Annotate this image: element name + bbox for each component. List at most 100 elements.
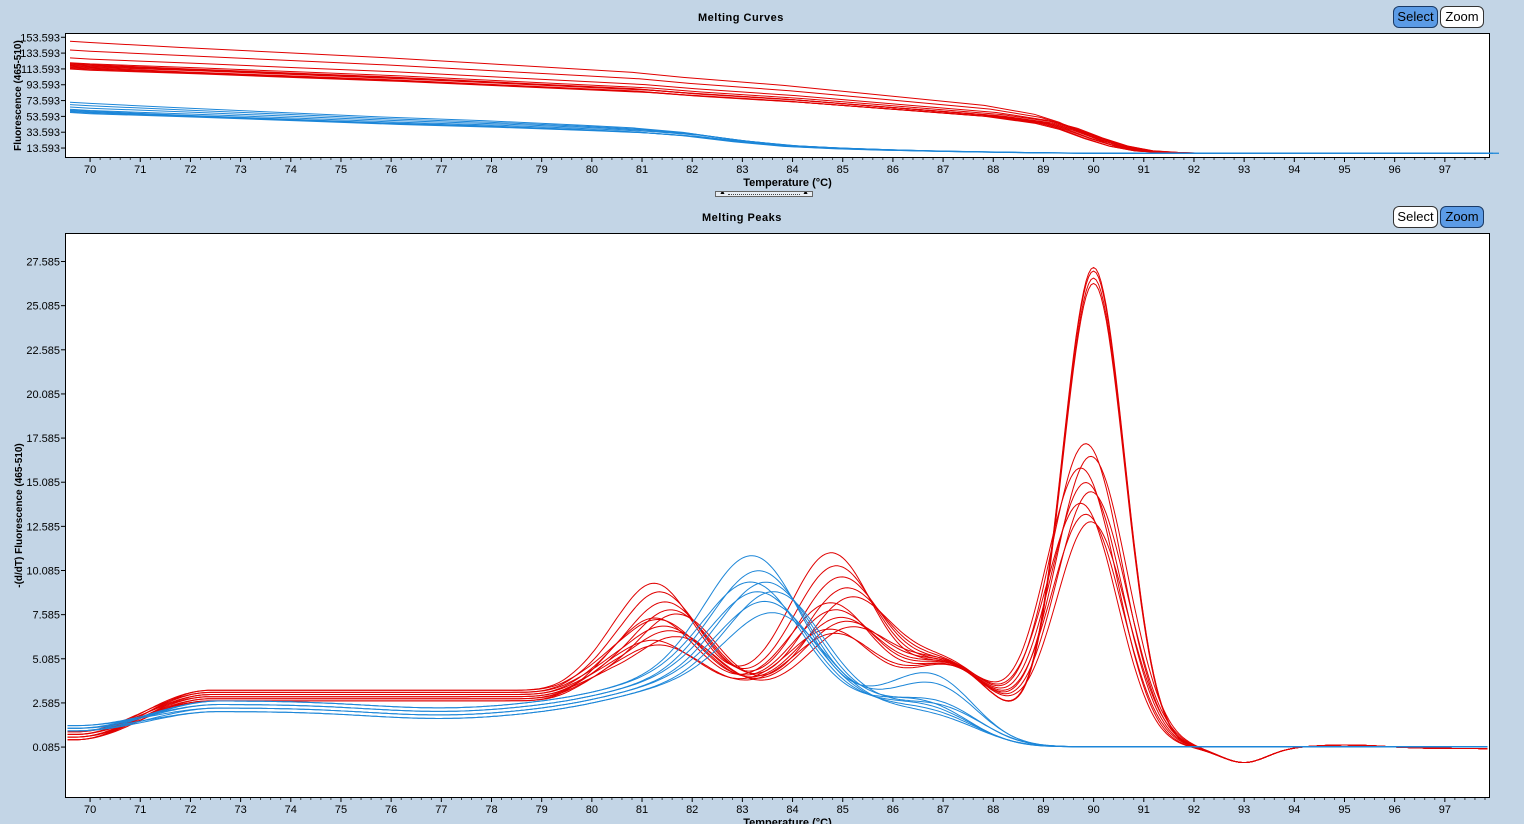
x-tick-label: 92 xyxy=(1188,804,1200,816)
melting-curves-series xyxy=(69,40,1499,154)
top-select-button[interactable]: Select xyxy=(1393,6,1438,28)
x-tick-label: 84 xyxy=(786,804,798,816)
x-tick-label: 77 xyxy=(435,164,447,176)
y-axis-label: Fluorescence (465-510) xyxy=(13,40,24,151)
x-tick-label: 87 xyxy=(937,164,949,176)
y-tick-label: 93.593 xyxy=(26,80,60,92)
y-axis-label: -(d/dT) Fluorescence (465-510) xyxy=(14,443,25,587)
red-melting-peak-curve xyxy=(67,491,1488,764)
y-tick-label: 133.593 xyxy=(20,48,60,60)
x-tick-label: 73 xyxy=(234,804,246,816)
y-tick-label: 7.585 xyxy=(32,610,60,622)
y-tick-label: 153.593 xyxy=(20,32,60,44)
x-tick-label: 83 xyxy=(736,164,748,176)
x-tick-label: 90 xyxy=(1087,804,1099,816)
red-melting-peak-curve xyxy=(67,467,1488,763)
y-tick-label: 33.593 xyxy=(26,127,60,139)
x-tick-label: 91 xyxy=(1138,804,1150,816)
x-tick-label: 90 xyxy=(1087,164,1099,176)
red-melting-peak-curve xyxy=(67,513,1488,764)
x-tick-label: 78 xyxy=(485,164,497,176)
bottom-zoom-button[interactable]: Zoom xyxy=(1440,206,1484,228)
x-tick-label: 96 xyxy=(1389,164,1401,176)
x-tick-label: 88 xyxy=(987,804,999,816)
x-tick-label: 81 xyxy=(636,804,648,816)
y-tick-label: 20.085 xyxy=(26,389,60,401)
x-tick-label: 71 xyxy=(134,164,146,176)
red-melting-curve xyxy=(69,68,1329,154)
y-tick-label: 22.585 xyxy=(26,345,60,357)
blue-melting-peak-curve xyxy=(67,581,1488,748)
x-axis-label: Temperature (°C) xyxy=(743,177,832,189)
blue-melting-curve xyxy=(69,112,1499,154)
x-tick-label: 93 xyxy=(1238,804,1250,816)
red-melting-peak-curve xyxy=(67,443,1488,764)
x-tick-label: 74 xyxy=(285,804,297,816)
blue-melting-peak-curve xyxy=(67,581,1488,748)
x-tick-label: 86 xyxy=(887,164,899,176)
x-tick-label: 85 xyxy=(837,804,849,816)
x-tick-label: 80 xyxy=(586,804,598,816)
red-melting-peak-curve xyxy=(67,521,1488,764)
y-tick-label: 73.593 xyxy=(26,96,60,108)
red-melting-peak-curve xyxy=(67,502,1488,763)
x-tick-label: 72 xyxy=(184,164,196,176)
red-melting-peak-curve xyxy=(67,455,1488,764)
blue-melting-peak-curve xyxy=(67,612,1488,748)
y-tick-label: 113.593 xyxy=(21,64,60,76)
x-tick-label: 76 xyxy=(385,164,397,176)
x-tick-label: 91 xyxy=(1138,164,1150,176)
x-tick-label: 79 xyxy=(536,804,548,816)
x-tick-label: 81 xyxy=(636,164,648,176)
red-melting-peak-curve xyxy=(67,481,1488,764)
y-tick-label: 2.585 xyxy=(32,698,60,710)
melting-curves-title: Melting Curves xyxy=(698,12,784,24)
y-tick-label: 10.085 xyxy=(26,565,60,577)
x-tick-label: 95 xyxy=(1338,804,1350,816)
melting-peaks-plot-area[interactable] xyxy=(65,233,1490,798)
x-tick-label: 76 xyxy=(385,804,397,816)
bottom-select-button[interactable]: Select xyxy=(1393,206,1438,228)
x-tick-label: 97 xyxy=(1439,804,1451,816)
y-tick-label: 17.585 xyxy=(26,433,60,445)
x-tick-label: 82 xyxy=(686,804,698,816)
y-tick-label: 5.085 xyxy=(32,654,60,666)
x-tick-label: 70 xyxy=(84,804,96,816)
x-tick-label: 89 xyxy=(1037,804,1049,816)
y-tick-label: 0.085 xyxy=(32,742,60,754)
x-tick-label: 78 xyxy=(485,804,497,816)
red-melting-peak-curve xyxy=(67,270,1488,763)
x-axis-label: Temperature (°C) xyxy=(743,817,832,824)
x-tick-label: 89 xyxy=(1037,164,1049,176)
x-tick-label: 75 xyxy=(335,164,347,176)
y-tick-label: 15.085 xyxy=(26,477,60,489)
melting-curves-chart: 70 71 72 73 74 75 76 77 78 79 80 81 82 83 84 85 86 87 88 89… xyxy=(13,32,1499,189)
melting-peaks-title: Melting Peaks xyxy=(702,212,782,224)
x-tick-label: 79 xyxy=(536,164,548,176)
y-tick-label: 13.593 xyxy=(26,143,60,155)
x-tick-label: 92 xyxy=(1188,164,1200,176)
x-tick-label: 74 xyxy=(285,164,297,176)
blue-melting-peak-curve xyxy=(67,600,1488,748)
x-tick-label: 83 xyxy=(736,804,748,816)
x-tick-label: 80 xyxy=(586,164,598,176)
x-tick-label: 73 xyxy=(234,164,246,176)
x-tick-label: 84 xyxy=(786,164,798,176)
y-tick-label: 53.593 xyxy=(26,111,60,123)
x-tick-label: 77 xyxy=(435,804,447,816)
x-tick-label: 95 xyxy=(1338,164,1350,176)
x-tick-label: 85 xyxy=(837,164,849,176)
x-tick-label: 87 xyxy=(937,804,949,816)
x-tick-label: 71 xyxy=(134,804,146,816)
panel-splitter-handle[interactable]: ▲ ▲ xyxy=(715,191,813,197)
x-tick-label: 88 xyxy=(987,164,999,176)
x-tick-label: 96 xyxy=(1389,804,1401,816)
y-tick-label: 25.085 xyxy=(26,301,60,313)
x-tick-label: 75 xyxy=(335,804,347,816)
y-tick-label: 12.585 xyxy=(26,521,60,533)
top-zoom-button[interactable]: Zoom xyxy=(1440,6,1484,28)
red-melting-peak-curve xyxy=(67,266,1488,763)
x-tick-label: 93 xyxy=(1238,164,1250,176)
x-tick-label: 86 xyxy=(887,804,899,816)
x-tick-label: 94 xyxy=(1288,804,1300,816)
